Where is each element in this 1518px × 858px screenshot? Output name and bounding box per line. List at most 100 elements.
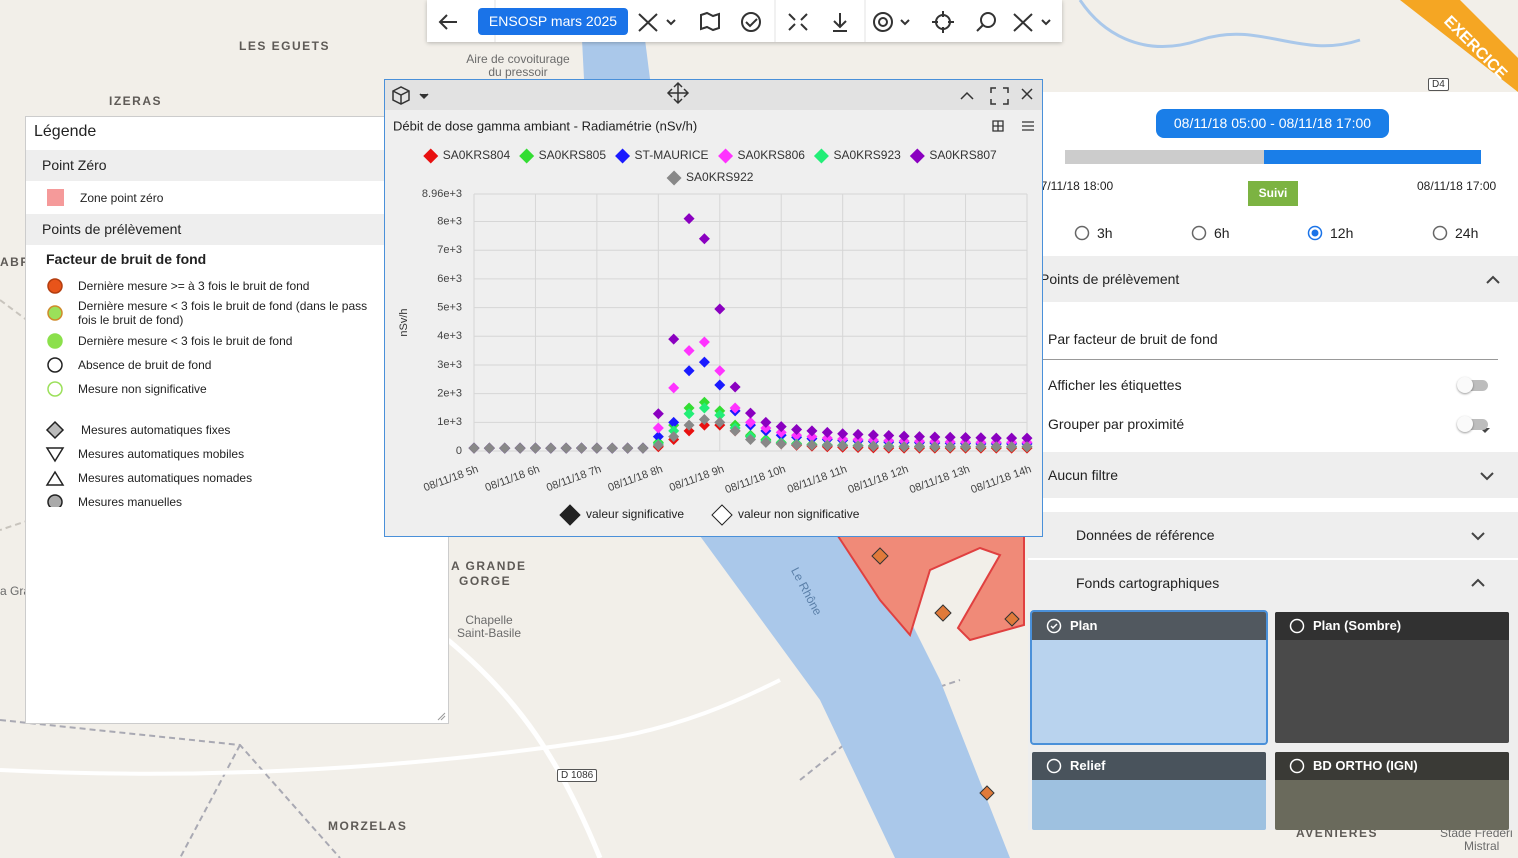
card-header: Plan (1032, 612, 1266, 640)
radio-ring (1193, 227, 1206, 240)
toggle-knob[interactable] (1457, 416, 1473, 432)
data-point (699, 337, 710, 348)
data-point (545, 443, 556, 454)
search[interactable] (977, 25, 983, 31)
toolbar: ENSOSP mars 2025 (427, 0, 1062, 42)
chart: Débit de dose gamma ambiant - Radiamétri… (385, 111, 1042, 536)
caret[interactable] (901, 20, 909, 24)
slider-range[interactable] (1264, 150, 1481, 164)
legend-symbol (47, 448, 63, 461)
legend-label[interactable]: SA0KRS923 (833, 148, 901, 162)
basemap-card[interactable]: Plan (1032, 612, 1266, 743)
legend-symbol (48, 358, 62, 372)
data-point (469, 443, 480, 454)
basemap-card[interactable]: Plan (Sombre) (1275, 612, 1509, 743)
x-tick-label: 08/11/18 12h (846, 463, 910, 496)
text: Saint-Basile (449, 627, 529, 640)
maximize[interactable] (991, 88, 1008, 104)
legend-label[interactable]: SA0KRS805 (539, 148, 607, 162)
locate[interactable] (932, 11, 954, 33)
data-point (699, 414, 710, 425)
collapse[interactable] (789, 14, 807, 30)
table-icon[interactable] (993, 121, 1003, 131)
data-point (806, 425, 817, 436)
chevron[interactable] (1472, 580, 1484, 586)
x-tick-label: 08/11/18 10h (724, 463, 788, 496)
chevron[interactable] (1481, 473, 1493, 479)
basemap-card[interactable]: Relief (1032, 752, 1266, 830)
event-button[interactable]: ENSOSP mars 2025 (478, 8, 628, 35)
radio-dot (1312, 230, 1319, 237)
legend-marker (814, 149, 829, 164)
legend-item: Mesures automatiques fixes (81, 423, 230, 437)
y-tick-label: 7e+3 (437, 244, 462, 256)
place-label: Aire de covoituragedu pressoir (458, 53, 578, 79)
data-point (776, 438, 787, 449)
card-radio (1289, 618, 1305, 634)
card-title: BD ORTHO (IGN) (1313, 752, 1418, 780)
toggle-label: Grouper par proximité (1048, 416, 1184, 432)
radio[interactable] (1074, 225, 1090, 241)
legend-label[interactable]: SA0KRS804 (443, 148, 511, 162)
tools[interactable] (639, 14, 657, 31)
legend-marker (519, 149, 534, 164)
check[interactable] (746, 19, 757, 26)
back[interactable] (440, 15, 457, 29)
chevron[interactable] (1487, 277, 1499, 283)
basemap-card[interactable]: BD ORTHO (IGN) (1275, 752, 1509, 830)
x-tick-label: 08/11/18 7h (545, 463, 603, 494)
caret[interactable] (420, 94, 428, 98)
y-tick-label: 8e+3 (437, 215, 462, 227)
target[interactable] (879, 18, 887, 26)
text: Mistral (1440, 840, 1518, 853)
radio-label: 24h (1455, 225, 1478, 241)
close[interactable] (1022, 89, 1032, 99)
radio[interactable] (1432, 225, 1448, 241)
radio[interactable] (1191, 225, 1207, 241)
caret[interactable] (667, 20, 675, 24)
card-title: Plan (1070, 612, 1097, 640)
menu-icon[interactable] (1022, 122, 1034, 130)
data-point (637, 443, 648, 454)
data-point (484, 443, 495, 454)
legend-label[interactable]: ST-MAURICE (635, 148, 709, 162)
radio[interactable] (1307, 225, 1323, 241)
legend-symbol (47, 472, 63, 485)
x-tick-label: 08/11/18 8h (606, 463, 664, 494)
boundary (180, 745, 240, 858)
follow-button[interactable]: Suivi (1248, 181, 1298, 206)
place-label: LES EGUETS (239, 39, 330, 53)
cube-icon[interactable] (393, 87, 409, 104)
check[interactable] (742, 13, 760, 31)
legend-symbol (48, 334, 62, 348)
x-tick-label: 08/11/18 5h (422, 463, 480, 494)
right-panel: 08/11/18 05:00 - 08/11/18 17:00 07/11/18… (1028, 92, 1518, 830)
legend-label[interactable]: SA0KRS807 (929, 148, 997, 162)
download[interactable] (833, 13, 847, 31)
legend-item: Dernière mesure >= à 3 fois le bruit de … (78, 279, 309, 293)
legend-item: Mesures automatiques mobiles (78, 447, 244, 461)
legend-marker (718, 149, 733, 164)
caret[interactable] (1042, 20, 1050, 24)
tools[interactable] (1014, 14, 1032, 31)
radio-label: 6h (1214, 225, 1230, 241)
card-radio (1289, 758, 1305, 774)
legend-label[interactable]: SA0KRS922 (686, 170, 754, 184)
legend-label[interactable]: SA0KRS806 (738, 148, 806, 162)
target[interactable] (874, 13, 892, 31)
legend-item: Dernière mesure < 3 fois le bruit de fon… (78, 334, 292, 348)
range-start: 07/11/18 18:00 (1034, 179, 1113, 193)
search[interactable] (981, 13, 995, 27)
radio-ring (1434, 227, 1447, 240)
data-point (714, 304, 725, 315)
place-label: Stade FrederiMistral (1440, 827, 1518, 853)
move-handle[interactable] (668, 83, 688, 103)
data-point (668, 334, 679, 345)
map[interactable] (701, 13, 719, 30)
data-point (684, 365, 695, 376)
data-point (730, 382, 741, 393)
toggle-knob[interactable] (1457, 377, 1473, 393)
minimize[interactable] (961, 93, 973, 99)
locate[interactable] (936, 15, 950, 29)
chevron[interactable] (1472, 533, 1484, 539)
